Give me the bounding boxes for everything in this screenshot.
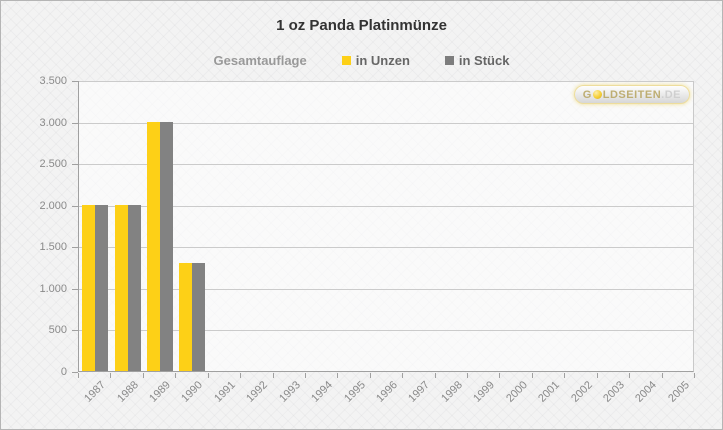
y-axis-tick xyxy=(72,81,78,82)
gridline-3.500 xyxy=(79,81,693,82)
goldseiten-watermark: G LDSEITEN .DE xyxy=(573,85,690,104)
watermark-text-de: .DE xyxy=(661,88,681,101)
x-axis-label-1999: 1999 xyxy=(470,379,497,405)
x-axis-tick xyxy=(110,373,111,378)
y-axis-label: 500 xyxy=(48,324,67,336)
y-axis-tick xyxy=(72,330,78,331)
bar-in-stück-1988 xyxy=(127,205,141,371)
in-unzen-swatch-icon xyxy=(341,56,351,65)
x-axis-label-1992: 1992 xyxy=(243,379,270,405)
gridline-1.500 xyxy=(79,247,693,249)
y-axis-tick xyxy=(72,247,78,248)
y-axis-label: 2.000 xyxy=(39,200,67,212)
x-axis-tick xyxy=(370,373,371,378)
watermark-text: LDSEITEN xyxy=(602,88,662,101)
x-axis-label-2003: 2003 xyxy=(600,379,627,405)
x-axis-tick xyxy=(208,373,209,378)
x-axis-label-1993: 1993 xyxy=(276,379,303,405)
chart-title: 1 oz Panda Platinmünze xyxy=(276,17,447,34)
gridline-1.000 xyxy=(79,288,693,290)
y-axis-tick xyxy=(72,372,78,373)
bar-in-unzen-1990 xyxy=(179,263,193,371)
x-axis-label-1991: 1991 xyxy=(211,379,238,405)
legend-group-label: Gesamtauflage xyxy=(213,53,307,68)
x-axis-label-2001: 2001 xyxy=(535,379,562,405)
x-axis-label-1994: 1994 xyxy=(308,379,335,405)
x-axis-tick xyxy=(662,373,663,378)
x-axis-tick xyxy=(435,373,436,378)
x-axis-label-1990: 1990 xyxy=(178,379,205,405)
x-axis-tick xyxy=(499,373,500,378)
plot-area: G LDSEITEN .DE xyxy=(78,81,694,372)
chart-legend: Gesamtauflage in Unzen in Stück xyxy=(1,53,722,68)
x-axis-tick xyxy=(597,373,598,378)
gridline-2.000 xyxy=(79,205,693,207)
x-axis-label-1995: 1995 xyxy=(341,379,368,405)
x-axis-label-1998: 1998 xyxy=(438,379,465,405)
x-axis-tick xyxy=(175,373,176,378)
y-axis-label: 0 xyxy=(60,366,67,378)
bar-in-unzen-1987 xyxy=(82,205,96,371)
bar-in-stück-1989 xyxy=(160,122,174,371)
gridline-2.500 xyxy=(79,164,693,166)
legend-item-label: in Stück xyxy=(458,53,510,68)
x-axis-label-1988: 1988 xyxy=(114,379,141,405)
bar-in-stück-1987 xyxy=(95,205,109,371)
gridline-3.000 xyxy=(79,122,693,124)
x-axis-tick xyxy=(273,373,274,378)
x-axis-tick xyxy=(532,373,533,378)
y-axis-label: 1.000 xyxy=(39,283,67,295)
y-axis-label: 2.500 xyxy=(39,158,67,170)
y-axis-tick xyxy=(72,289,78,290)
x-axis-label-2002: 2002 xyxy=(568,379,595,405)
x-axis-tick xyxy=(402,373,403,378)
x-axis-label-2004: 2004 xyxy=(632,379,659,405)
bar-in-stück-1990 xyxy=(192,263,206,371)
x-axis-tick xyxy=(467,373,468,378)
in-stueck-swatch-icon xyxy=(444,56,454,65)
x-axis-label-2005: 2005 xyxy=(665,379,692,405)
x-axis-label-1989: 1989 xyxy=(146,379,173,405)
x-axis-label-1987: 1987 xyxy=(81,379,108,405)
x-axis-label-2000: 2000 xyxy=(503,379,530,405)
y-axis-label: 3.500 xyxy=(39,75,67,87)
x-axis-label-1996: 1996 xyxy=(373,379,400,405)
x-axis-tick xyxy=(143,373,144,378)
legend-item-in-unzen: in Unzen xyxy=(341,53,410,68)
x-axis-tick xyxy=(629,373,630,378)
legend-item-in-stueck: in Stück xyxy=(444,53,510,68)
watermark-text: G xyxy=(582,88,592,101)
gold-coin-icon xyxy=(592,90,602,99)
y-axis-label: 3.000 xyxy=(39,117,67,129)
bar-in-unzen-1988 xyxy=(114,205,128,371)
bar-in-unzen-1989 xyxy=(147,122,161,371)
x-axis-label-1997: 1997 xyxy=(405,379,432,405)
x-axis-tick xyxy=(240,373,241,378)
legend-item-label: in Unzen xyxy=(355,53,410,68)
x-axis-tick xyxy=(564,373,565,378)
y-axis-label: 1.500 xyxy=(39,241,67,253)
x-axis-tick xyxy=(337,373,338,378)
gridline-500 xyxy=(79,330,693,332)
y-axis-tick xyxy=(72,123,78,124)
x-axis-tick xyxy=(305,373,306,378)
y-axis-tick xyxy=(72,164,78,165)
x-axis-tick xyxy=(78,373,79,378)
x-axis-tick xyxy=(694,373,695,378)
y-axis-tick xyxy=(72,206,78,207)
